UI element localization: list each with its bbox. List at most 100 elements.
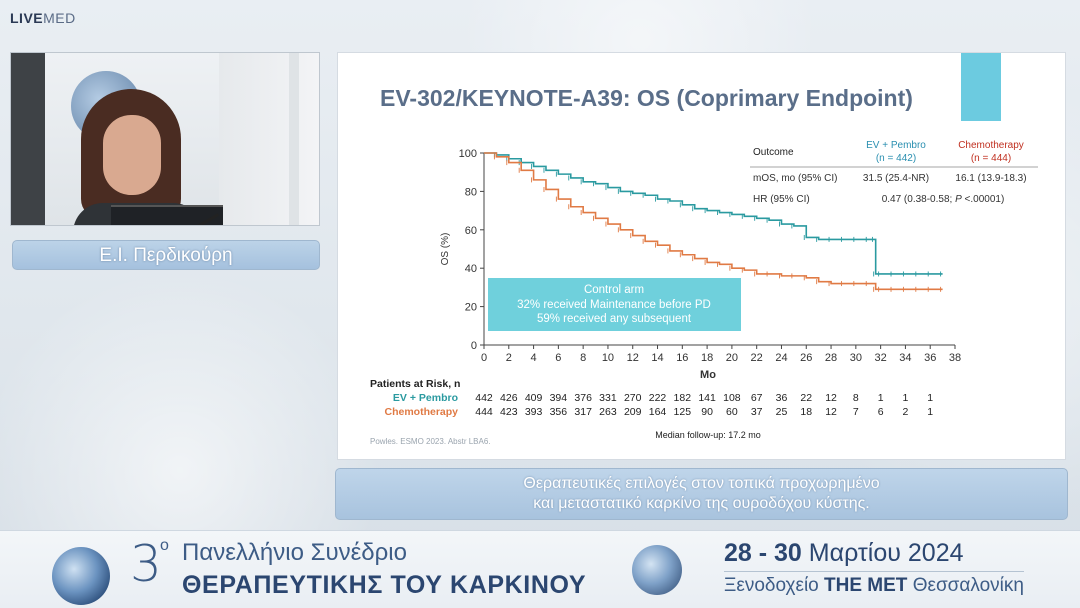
edition-number: 3 xyxy=(130,535,162,593)
footer-divider xyxy=(724,571,1024,572)
at-risk-value: 90 xyxy=(701,406,713,418)
col1-header-line2: (n = 442) xyxy=(876,153,916,164)
at-risk-value: 423 xyxy=(500,406,518,418)
slide-accent-bar xyxy=(961,53,1001,121)
at-risk-chemo-label: Chemotherapy xyxy=(384,406,458,418)
at-risk-value: 12 xyxy=(825,406,837,418)
conference-dates: 28 - 30 Μαρτίου 2024 xyxy=(724,539,964,568)
at-risk-value: 222 xyxy=(649,392,667,404)
at-risk-value: 356 xyxy=(550,406,568,418)
y-tick-label: 20 xyxy=(465,302,477,314)
at-risk-value: 8 xyxy=(853,392,859,404)
x-tick-label: 8 xyxy=(580,352,586,364)
x-tick-label: 26 xyxy=(800,352,812,364)
x-tick-label: 22 xyxy=(751,352,763,364)
video-wall-right xyxy=(219,53,319,225)
x-tick-label: 4 xyxy=(531,352,537,364)
y-tick-label: 100 xyxy=(459,148,477,160)
callout-line3: 59% received any subsequent xyxy=(537,313,692,325)
callout-box xyxy=(488,278,741,331)
at-risk-value: 270 xyxy=(624,392,642,404)
presentation-slide: EV-302/KEYNOTE-A39: OS (Coprimary Endpoi… xyxy=(337,52,1066,460)
x-tick-label: 18 xyxy=(701,352,713,364)
at-risk-value: 22 xyxy=(800,392,812,404)
at-risk-value: 37 xyxy=(751,406,763,418)
x-tick-label: 2 xyxy=(506,352,512,364)
video-wall xyxy=(11,53,45,225)
x-tick-label: 10 xyxy=(602,352,614,364)
x-tick-label: 14 xyxy=(651,352,663,364)
series-line-0 xyxy=(484,152,943,275)
globe-icon xyxy=(52,547,110,605)
logo-med: MED xyxy=(43,10,76,26)
at-risk-value: 108 xyxy=(723,392,741,404)
slide-title: EV-302/KEYNOTE-A39: OS (Coprimary Endpoi… xyxy=(380,85,913,111)
venue-city: Θεσσαλονίκη xyxy=(907,575,1024,596)
at-risk-value: 164 xyxy=(649,406,667,418)
video-panel-strip xyxy=(289,53,299,225)
at-risk-value: 36 xyxy=(776,392,788,404)
at-risk-value: 2 xyxy=(902,406,908,418)
at-risk-value: 125 xyxy=(674,406,692,418)
logo-live: LIVE xyxy=(10,10,44,26)
x-tick-label: 0 xyxy=(481,352,487,364)
y-axis-label: OS (%) xyxy=(440,233,451,266)
at-risk-ev-row: 442 426 409 394 376 331 270 222 182 141 108 67 36 22 1… xyxy=(475,392,933,404)
x-tick-label: 6 xyxy=(555,352,561,364)
x-axis-label: Mo xyxy=(700,369,716,381)
topic-line1: Θεραπευτικές επιλογές στον τοπικά προχωρ… xyxy=(523,475,880,492)
row1-label: mOS, mo (95% CI) xyxy=(753,173,837,184)
at-risk-value: 317 xyxy=(574,406,592,418)
outcome-header: Outcome xyxy=(753,147,794,158)
x-tick-label: 28 xyxy=(825,352,837,364)
row2-value-prefix: 0.47 (0.38-0.58; xyxy=(882,194,955,205)
y-tick-label: 60 xyxy=(465,225,477,237)
at-risk-value: 1 xyxy=(902,392,908,404)
median-followup: Median follow-up: 17.2 mo xyxy=(655,430,761,440)
at-risk-value: 1 xyxy=(927,392,933,404)
x-tick-label: 12 xyxy=(627,352,639,364)
at-risk-title: Patients at Risk, n xyxy=(370,378,460,390)
at-risk-value: 444 xyxy=(475,406,493,418)
x-tick-label: 34 xyxy=(899,352,911,364)
laptop xyxy=(111,205,223,225)
row2-value: 0.47 (0.38-0.58; P <.00001) xyxy=(882,194,1005,205)
topic-bar: Θεραπευτικές επιλογές στον τοπικά προχωρ… xyxy=(335,468,1068,520)
y-tick-label: 0 xyxy=(471,340,477,352)
speaker-face xyxy=(103,115,161,195)
at-risk-value: 393 xyxy=(525,406,543,418)
x-tick-label: 20 xyxy=(726,352,738,364)
edition-superscript: ο xyxy=(160,537,169,554)
x-tick-label: 30 xyxy=(850,352,862,364)
x-ticks: 0 2 4 6 8 10 12 14 16 18 20 22 24 26 28 30 32 34 36 38 xyxy=(481,345,961,364)
at-risk-value: 12 xyxy=(825,392,837,404)
livemed-logo: LIVEMED xyxy=(10,10,76,26)
col1-header-line1: EV + Pembro xyxy=(866,140,926,151)
at-risk-value: 67 xyxy=(751,392,763,404)
at-risk-value: 7 xyxy=(853,406,859,418)
at-risk-value: 1 xyxy=(878,392,884,404)
row2-label: HR (95% CI) xyxy=(753,194,810,205)
conference-name-line2: ΘΕΡΑΠΕΥΤΙΚΗΣ ΤΟΥ ΚΑΡΚΙΝΟΥ xyxy=(182,571,587,599)
at-risk-chemo-row: 444 423 393 356 317 263 209 164 125 90 60 37 25 18 12 7… xyxy=(475,406,933,418)
at-risk-value: 263 xyxy=(599,406,617,418)
callout-line2: 32% received Maintenance before PD xyxy=(517,299,711,311)
row1-col1: 31.5 (25.4-NR) xyxy=(863,173,929,184)
x-tick-label: 24 xyxy=(775,352,787,364)
at-risk-value: 1 xyxy=(927,406,933,418)
at-risk-value: 409 xyxy=(525,392,543,404)
row2-value-suffix: <.00001) xyxy=(962,194,1005,205)
series-layer xyxy=(484,152,943,292)
at-risk-value: 60 xyxy=(726,406,738,418)
at-risk-value: 18 xyxy=(800,406,812,418)
row2-p: P xyxy=(955,194,962,205)
at-risk-value: 394 xyxy=(550,392,568,404)
series-line-1 xyxy=(484,152,943,291)
at-risk-value: 331 xyxy=(599,392,617,404)
x-tick-label: 32 xyxy=(875,352,887,364)
y-tick-label: 40 xyxy=(465,263,477,275)
at-risk-value: 141 xyxy=(698,392,716,404)
at-risk-value: 426 xyxy=(500,392,518,404)
venue-prefix: Ξενοδοχείο xyxy=(724,575,825,596)
